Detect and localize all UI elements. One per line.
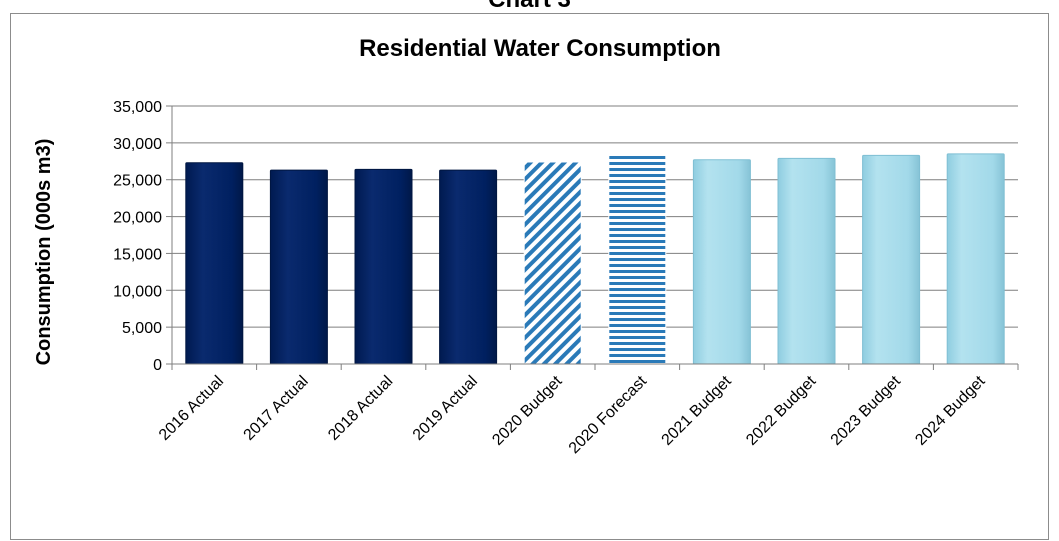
x-tick-label: 2024 Budget [912,372,989,449]
y-tick-label: 0 [153,357,162,374]
y-axis-ticks: 0 5,000 10,000 15,000 20,000 25,000 30,000 35,0… [113,99,172,374]
bar-2023-budget [862,154,921,365]
x-tick-label: 2021 Budget [659,372,736,449]
x-tick-label: 2019 Actual [410,373,481,444]
bar-2019-actual [439,169,498,365]
y-tick-label: 30,000 [113,136,162,153]
y-tick-label: 5,000 [122,320,162,337]
x-tick-label: 2016 Actual [156,373,227,444]
x-axis-ticks: 2016 Actual 2017 Actual 2018 Actual 2019 Ac… [156,364,1019,457]
bar-2024-budget [946,153,1005,365]
bar-2020-forecast [608,154,667,365]
bar-2021-budget [692,159,751,365]
y-tick-label: 25,000 [113,173,162,190]
y-tick-label: 10,000 [113,283,162,300]
x-tick-label: 2018 Actual [325,373,396,444]
y-axis-label: Consumption (000s m3) [33,139,55,366]
y-tick-label: 15,000 [113,246,162,263]
bar-2018-actual [354,168,413,365]
x-tick-label: 2017 Actual [241,373,312,444]
x-tick-label: 2022 Budget [743,372,820,449]
x-tick-label: 2020 Forecast [566,372,651,457]
bar-2020-budget [523,161,582,365]
bars [185,153,1005,365]
x-tick-label: 2020 Budget [489,372,566,449]
bar-2022-budget [777,157,836,365]
bar-2016-actual [185,162,244,365]
page-header-title: Chart 3 [0,0,1059,14]
y-tick-label: 20,000 [113,210,162,227]
bar-2017-actual [269,169,328,365]
x-tick-label: 2023 Budget [828,372,905,449]
chart-title: Residential Water Consumption [359,35,721,62]
y-tick-label: 35,000 [113,99,162,116]
